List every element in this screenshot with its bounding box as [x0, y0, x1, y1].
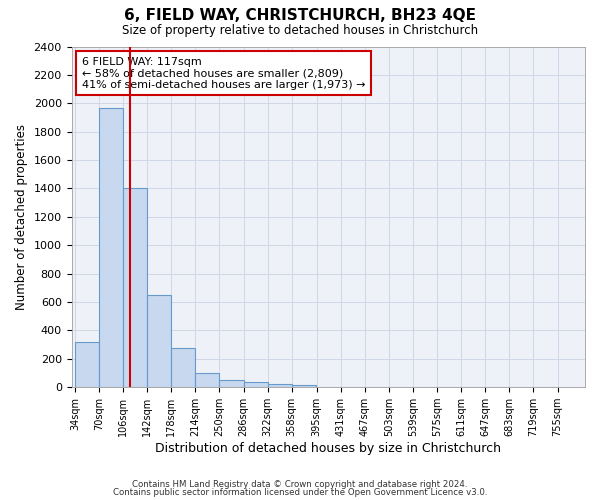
Bar: [196, 373, 220, 387]
Bar: [75, 342, 99, 387]
Bar: [244, 382, 268, 387]
Text: 6, FIELD WAY, CHRISTCHURCH, BH23 4QE: 6, FIELD WAY, CHRISTCHURCH, BH23 4QE: [124, 8, 476, 22]
Y-axis label: Number of detached properties: Number of detached properties: [15, 124, 28, 310]
X-axis label: Distribution of detached houses by size in Christchurch: Distribution of detached houses by size …: [155, 442, 501, 455]
Text: Contains public sector information licensed under the Open Government Licence v3: Contains public sector information licen…: [113, 488, 487, 497]
Bar: [99, 108, 123, 387]
Bar: [220, 380, 244, 387]
Bar: [292, 385, 316, 387]
Bar: [171, 348, 196, 387]
Bar: [123, 188, 147, 387]
Text: 6 FIELD WAY: 117sqm
← 58% of detached houses are smaller (2,809)
41% of semi-det: 6 FIELD WAY: 117sqm ← 58% of detached ho…: [82, 56, 365, 90]
Bar: [147, 295, 171, 387]
Text: Contains HM Land Registry data © Crown copyright and database right 2024.: Contains HM Land Registry data © Crown c…: [132, 480, 468, 489]
Text: Size of property relative to detached houses in Christchurch: Size of property relative to detached ho…: [122, 24, 478, 37]
Bar: [268, 384, 292, 387]
